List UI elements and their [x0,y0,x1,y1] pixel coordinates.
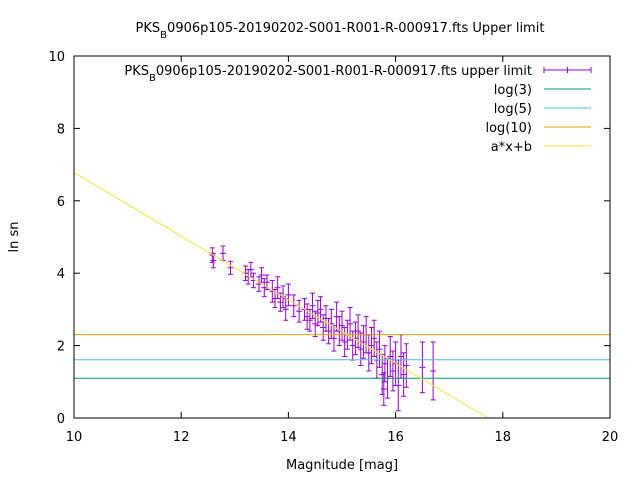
plot-frame [73,55,611,419]
data-point [365,334,372,372]
data-point [397,334,404,379]
data-point [290,294,297,318]
y-tick-label: 8 [57,122,65,137]
y-tick-label: 2 [57,340,65,355]
data-point [277,292,284,312]
data-point [242,265,249,281]
data-point [336,316,343,347]
x-tick-label: 18 [495,430,512,445]
legend-label-log3: log(3) [494,83,532,98]
data-point [309,292,316,319]
x-tick-label: 20 [602,430,619,445]
data-point [272,288,278,309]
data-point [304,303,311,330]
x-tick-label: 12 [173,430,190,445]
data-point [381,345,388,383]
y-tick-label: 4 [57,267,65,282]
legend: PKSB0906p105-20190202-S001-R001-R-000917… [124,64,592,155]
data-point [312,310,319,338]
data-point [247,261,254,278]
y-tick-label: 6 [57,195,65,210]
data-point [250,272,257,289]
data-point [261,278,268,298]
data-point [341,327,348,357]
x-tick-label: 14 [280,430,297,445]
data-point [357,332,364,367]
y-tick-label: 10 [48,50,65,65]
data-point [325,317,332,345]
x-tick-label: 16 [387,430,404,445]
data-point [376,330,383,368]
data-point [339,310,345,341]
data-point [255,276,262,292]
data-point [274,276,281,300]
data-point [227,260,234,275]
legend-label-series-1: PKSB0906p105-20190202-S001-R001-R-000917… [124,64,532,84]
data-point [368,327,375,365]
legend-label-log5: log(5) [494,102,532,117]
x-tick-label: 10 [66,430,83,445]
data-point [317,296,324,323]
data-point [419,341,426,394]
axis-layer: 10 12 14 16 18 20 0 2 4 6 8 10 [48,50,618,445]
data-point [403,343,410,388]
data-point [395,359,402,412]
data-point [220,245,227,262]
data-point [389,350,396,392]
data-point [258,267,265,283]
data-point [296,299,303,323]
data-point [330,325,337,352]
chart-title: PKSB0906p105-20190202-S001-R001-R-000917… [136,21,545,41]
data-point [314,299,321,327]
data-point [430,341,437,401]
series-layer [73,172,610,419]
data-point [355,314,362,348]
data-point [360,325,367,359]
y-tick-label: 0 [57,412,65,427]
data-point [285,283,292,307]
data-point [282,298,289,321]
y-axis-label: ln sn [7,222,22,253]
fit-line [73,172,489,419]
legend-label-fit: a*x+b [491,140,532,155]
data-point [349,330,356,361]
data-point [387,336,394,377]
x-axis-label: Magnitude [mag] [286,458,398,473]
data-point [320,314,327,341]
legend-label-log10: log(10) [485,121,532,136]
